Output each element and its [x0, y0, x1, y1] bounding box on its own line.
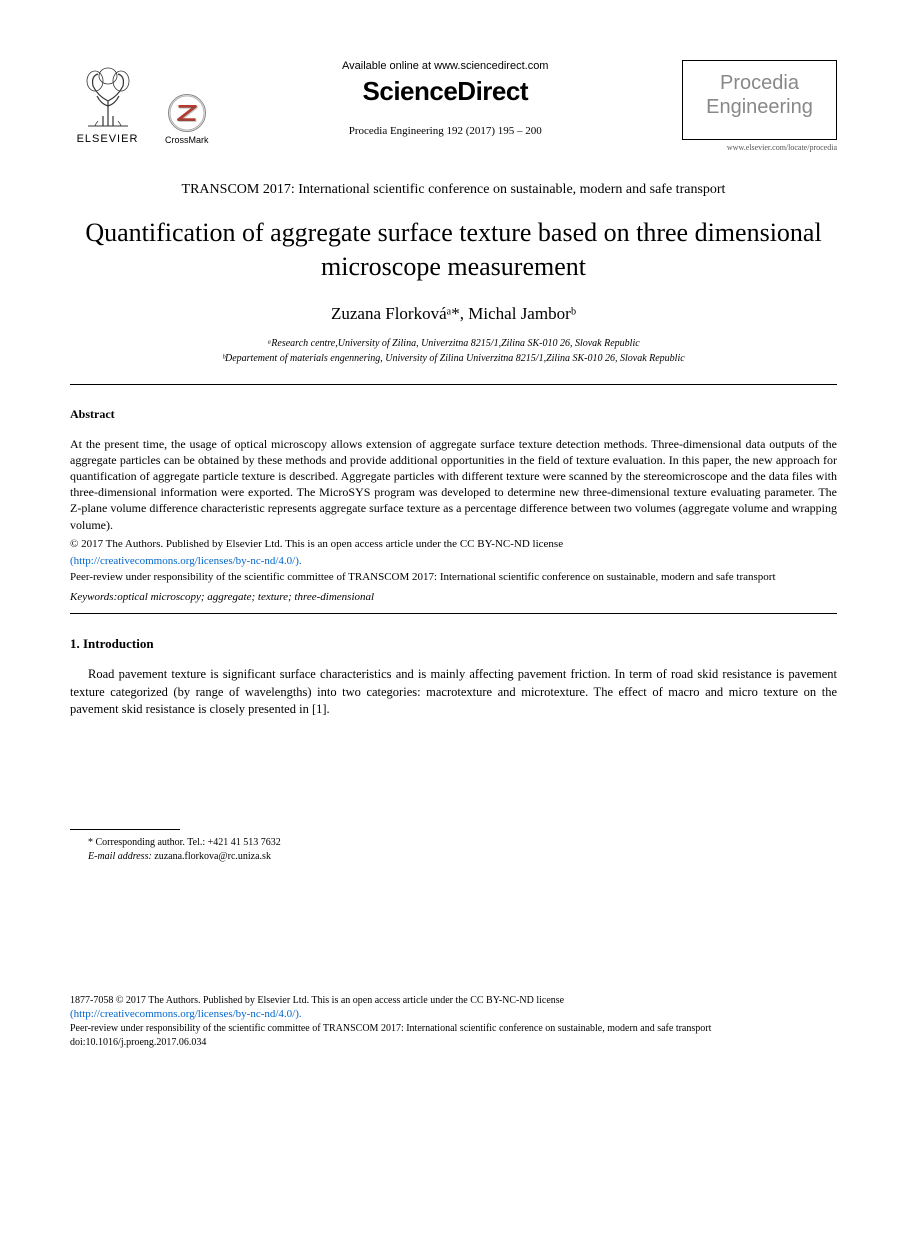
- section-1-heading: 1. Introduction: [70, 636, 837, 652]
- crossmark-icon: [168, 94, 206, 132]
- footer-license-link[interactable]: (http://creativecommons.org/licenses/by-…: [70, 1008, 302, 1020]
- footer-license-line: (http://creativecommons.org/licenses/by-…: [70, 1007, 837, 1022]
- header-row: ELSEVIER CrossMark Available online at w…: [70, 60, 837, 152]
- conference-name: TRANSCOM 2017: International scientific …: [70, 182, 837, 198]
- keywords-text: optical microscopy; aggregate; texture; …: [117, 591, 374, 603]
- section-1-text: Road pavement texture is significant sur…: [70, 666, 837, 719]
- affiliations: ᵃResearch centre,University of Zilina, U…: [70, 336, 837, 366]
- email-line: E-mail address: zuzana.florkova@rc.uniza…: [88, 850, 837, 864]
- footer-peer-review: Peer-review under responsibility of the …: [70, 1022, 837, 1036]
- copyright-line: © 2017 The Authors. Published by Elsevie…: [70, 537, 837, 552]
- citation-text: Procedia Engineering 192 (2017) 195 – 20…: [209, 125, 682, 137]
- divider: [70, 613, 837, 614]
- journal-url[interactable]: www.elsevier.com/locate/procedia: [682, 143, 837, 152]
- peer-review-statement: Peer-review under responsibility of the …: [70, 570, 837, 585]
- crossmark-badge[interactable]: CrossMark: [165, 94, 209, 145]
- corresponding-author: * Corresponding author. Tel.: +421 41 51…: [88, 836, 837, 850]
- email-address[interactable]: zuzana.florkova@rc.uniza.sk: [152, 851, 271, 862]
- abstract-heading: Abstract: [70, 407, 837, 422]
- doi: doi:10.1016/j.proeng.2017.06.034: [70, 1036, 837, 1050]
- journal-block: Procedia Engineering www.elsevier.com/lo…: [682, 60, 837, 152]
- affiliation-a: ᵃResearch centre,University of Zilina, U…: [70, 336, 837, 351]
- journal-title-line1: Procedia: [697, 71, 822, 95]
- crossmark-label: CrossMark: [165, 135, 209, 145]
- authors: Zuzana Florkováᵃ*, Michal Jamborᵇ: [70, 304, 837, 324]
- elsevier-logo[interactable]: ELSEVIER: [70, 60, 145, 145]
- available-online-text: Available online at www.sciencedirect.co…: [209, 60, 682, 72]
- center-header: Available online at www.sciencedirect.co…: [209, 60, 682, 137]
- divider: [70, 384, 837, 385]
- sciencedirect-logo[interactable]: ScienceDirect: [209, 76, 682, 107]
- elsevier-tree-icon: [73, 66, 143, 131]
- abstract-text: At the present time, the usage of optica…: [70, 436, 837, 533]
- keywords-line: Keywords:optical microscopy; aggregate; …: [70, 591, 837, 603]
- left-logos: ELSEVIER CrossMark: [70, 60, 209, 145]
- license-link-line: (http://creativecommons.org/licenses/by-…: [70, 554, 837, 569]
- email-label: E-mail address:: [88, 851, 152, 862]
- article-title: Quantification of aggregate surface text…: [70, 216, 837, 284]
- license-link[interactable]: (http://creativecommons.org/licenses/by-…: [70, 555, 302, 567]
- affiliation-b: ᵇDepartement of materials engennering, U…: [70, 351, 837, 366]
- footer-issn-copyright: 1877-7058 © 2017 The Authors. Published …: [70, 994, 837, 1008]
- keywords-label: Keywords:: [70, 591, 117, 603]
- journal-title-line2: Engineering: [697, 95, 822, 119]
- journal-box: Procedia Engineering: [682, 60, 837, 140]
- footer: 1877-7058 © 2017 The Authors. Published …: [70, 994, 837, 1049]
- footnote-separator: [70, 829, 180, 830]
- elsevier-label: ELSEVIER: [77, 133, 139, 145]
